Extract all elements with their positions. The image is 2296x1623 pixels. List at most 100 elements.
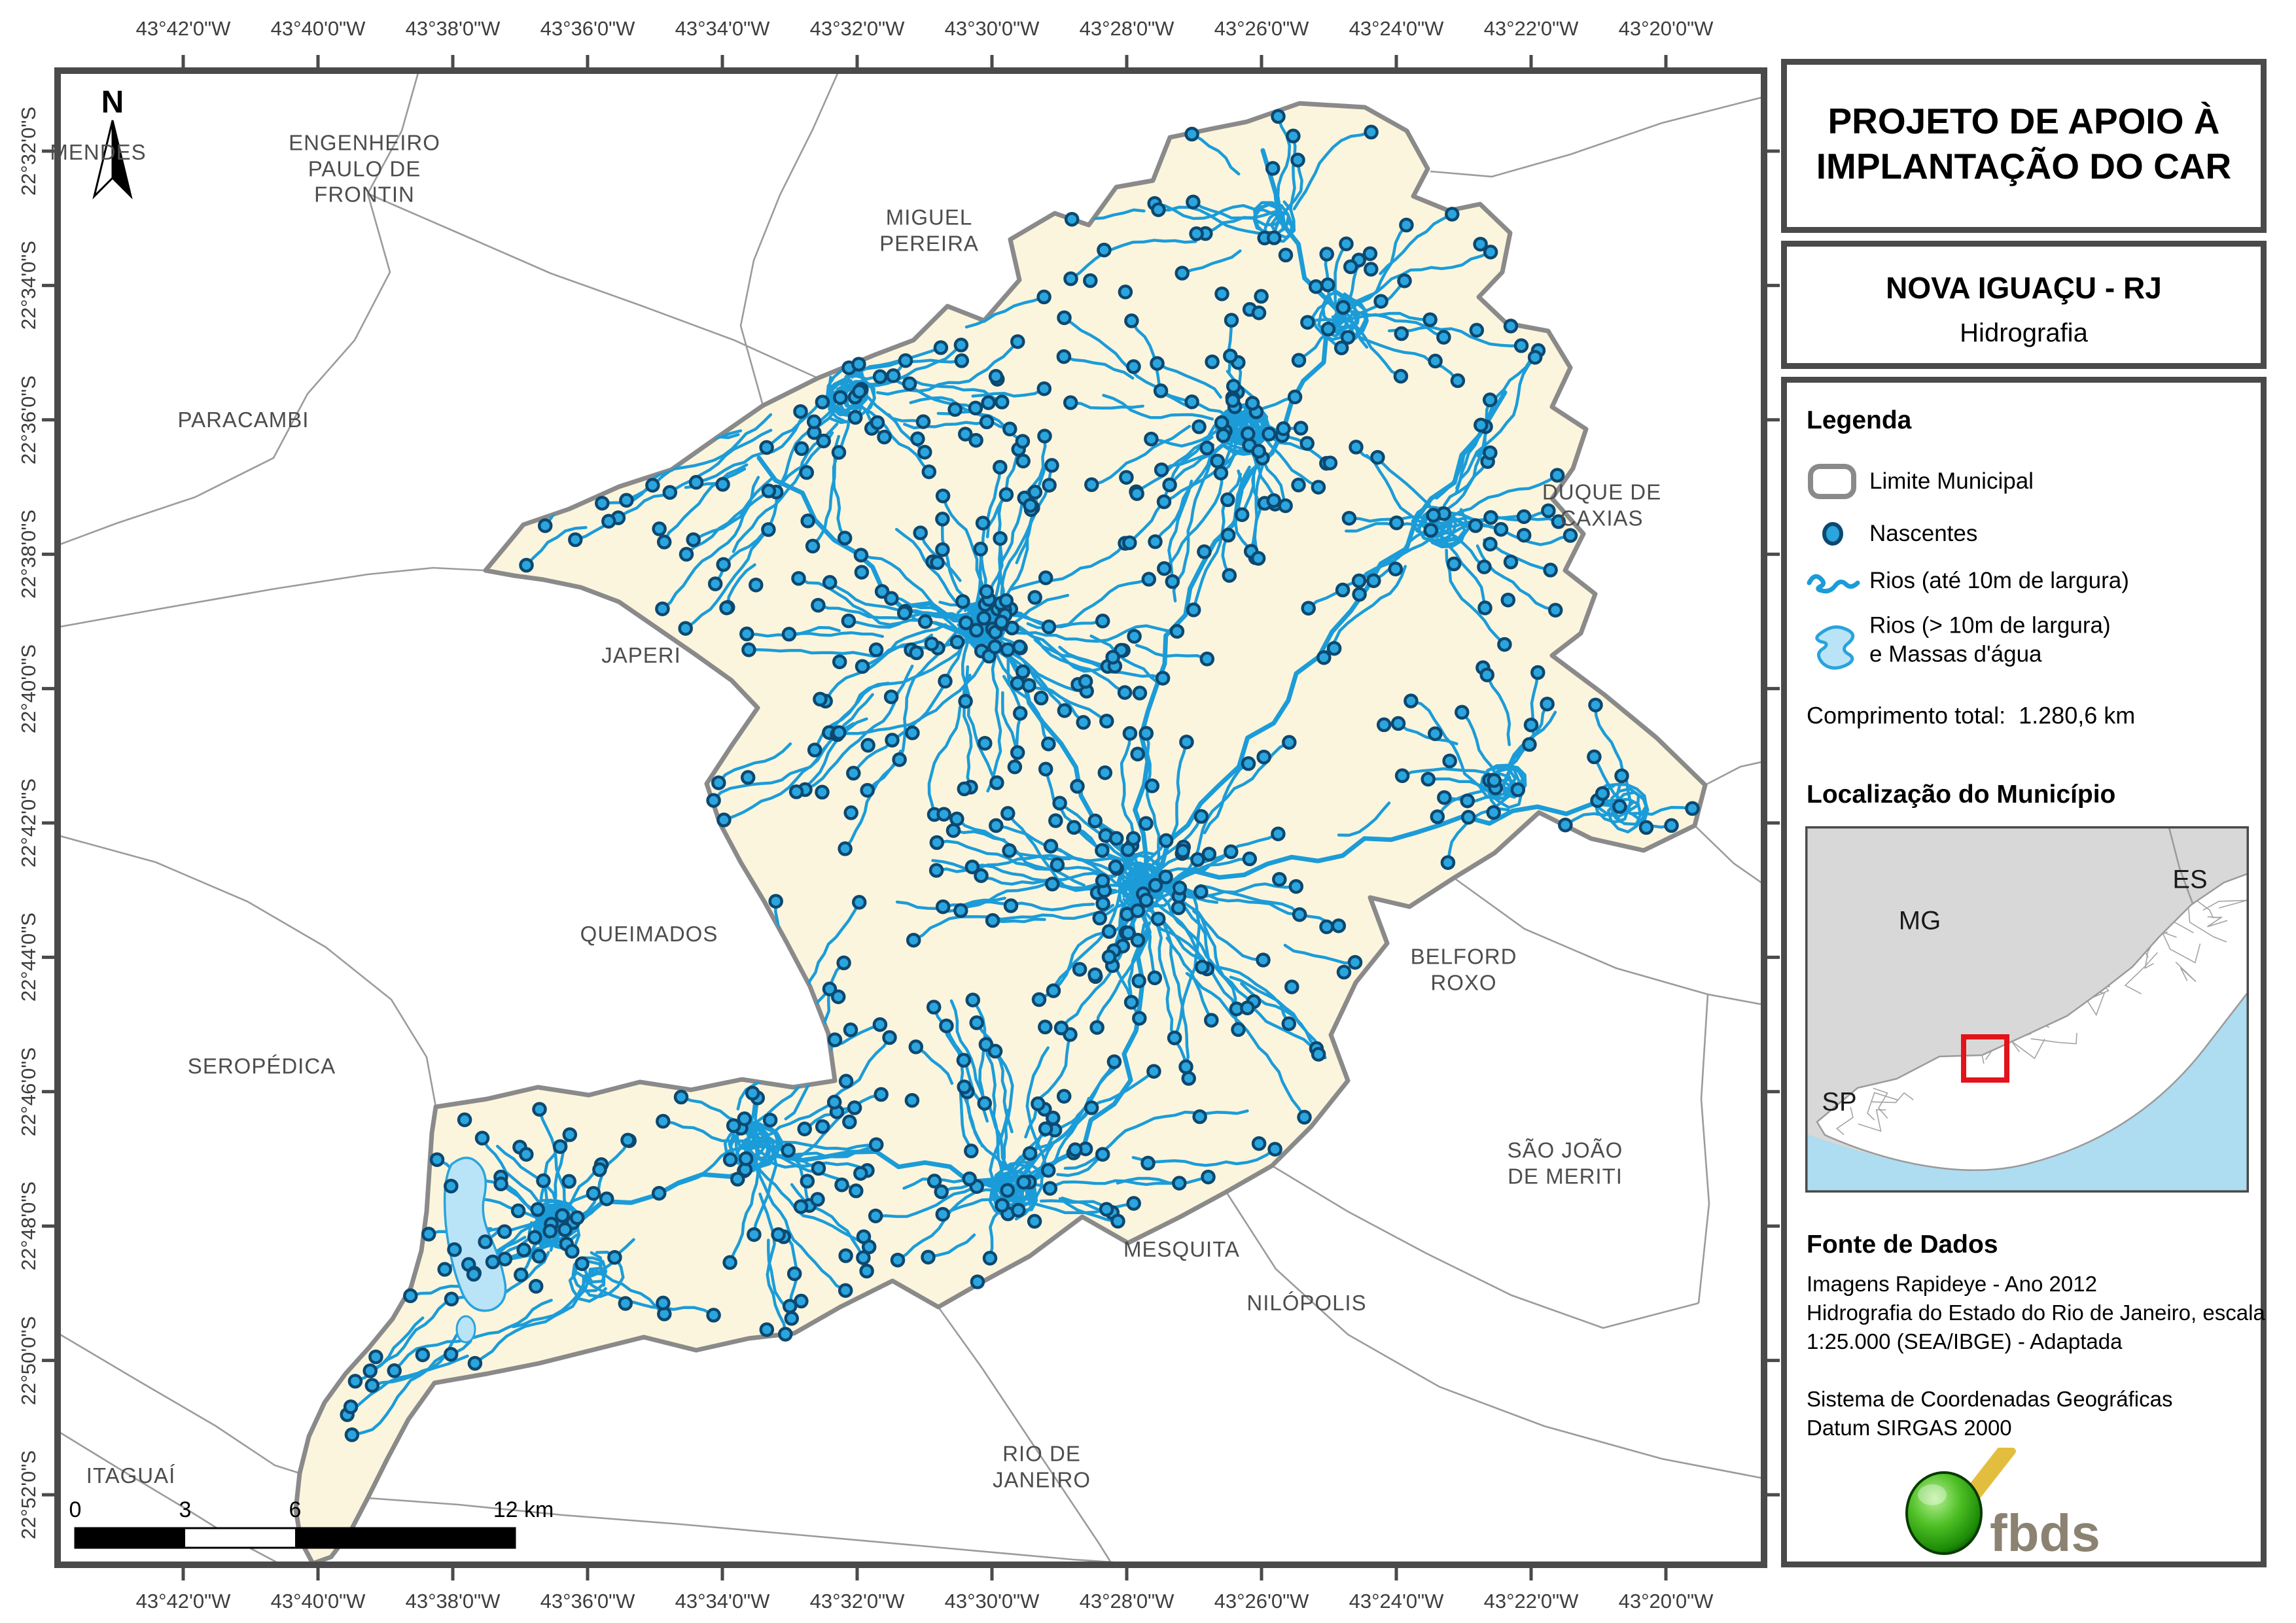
nascente-dot bbox=[1477, 601, 1492, 616]
nascente-dot bbox=[1479, 667, 1494, 682]
nascente-dot bbox=[739, 626, 754, 642]
nascente-dot bbox=[956, 1053, 972, 1068]
nascente-dot bbox=[619, 493, 634, 508]
nascente-dot bbox=[1099, 714, 1114, 729]
nascente-dot bbox=[686, 532, 701, 548]
river-line bbox=[1024, 1033, 1072, 1139]
nascente-dot bbox=[569, 1210, 585, 1225]
nascente-dot bbox=[1349, 440, 1364, 455]
nascente-dot bbox=[969, 1015, 984, 1030]
nascente-dot bbox=[988, 369, 1004, 384]
nascente-dot bbox=[838, 1283, 853, 1298]
nascente-dot bbox=[537, 518, 553, 533]
nascente-dot bbox=[908, 1039, 924, 1055]
nascente-dot bbox=[1119, 470, 1134, 485]
nascente-dot bbox=[1148, 534, 1163, 550]
nascente-dot bbox=[1027, 1213, 1042, 1229]
axis-label: 43°30'0"W bbox=[944, 1590, 1040, 1613]
nascente-dot bbox=[1251, 1136, 1267, 1151]
nascente-dot bbox=[1242, 851, 1258, 867]
nascente-dot bbox=[1012, 639, 1027, 654]
river-line bbox=[1137, 878, 1190, 1080]
nascente-dot bbox=[1241, 426, 1256, 442]
nascente-dot bbox=[1057, 310, 1072, 325]
river-line bbox=[1140, 731, 1161, 894]
nascente-dot bbox=[1326, 640, 1342, 656]
nascente-dot bbox=[1095, 1147, 1110, 1162]
boundary-line bbox=[1697, 994, 1710, 1304]
nascente-dot bbox=[994, 614, 1009, 630]
nascente-dot bbox=[836, 955, 851, 971]
nascente-dot bbox=[655, 601, 670, 616]
source-lines: Imagens Rapideye - Ano 2012 Hidrografia d… bbox=[1807, 1270, 2265, 1442]
river-line bbox=[584, 1278, 715, 1317]
nascente-dot bbox=[1558, 817, 1573, 833]
nascente-dot bbox=[1154, 462, 1169, 478]
river-line bbox=[1156, 362, 1222, 399]
nascente-dot bbox=[1440, 855, 1456, 870]
river-line bbox=[887, 413, 927, 454]
legend-item-label: Rios (até 10m de largura) bbox=[1869, 568, 2129, 594]
river-line bbox=[951, 829, 1006, 842]
legend-item-nascentes: Nascentes bbox=[1807, 511, 2225, 557]
nascente-dot bbox=[1614, 768, 1629, 784]
nascente-dot bbox=[1122, 725, 1138, 741]
nascente-dot bbox=[1031, 992, 1047, 1007]
nascente-dot bbox=[1195, 960, 1210, 975]
nascente-dot bbox=[1095, 873, 1110, 888]
nascente-dot bbox=[466, 1266, 482, 1282]
boundary-line bbox=[1694, 825, 1761, 884]
nascente-dot bbox=[959, 615, 974, 631]
river-line bbox=[934, 855, 1072, 873]
nascente-dot bbox=[1186, 194, 1201, 210]
municipality-label: MENDES bbox=[50, 140, 147, 165]
nascente-dot bbox=[807, 742, 822, 758]
nascente-dot bbox=[1220, 492, 1235, 508]
nascente-dot bbox=[882, 1030, 897, 1045]
logo-green-sphere bbox=[1905, 1471, 1983, 1555]
nascente-dot bbox=[805, 538, 821, 554]
nascente-dot bbox=[1241, 756, 1256, 771]
nascente-dot bbox=[1117, 685, 1133, 700]
river-line bbox=[694, 411, 808, 484]
nascente-dot bbox=[1287, 389, 1303, 405]
river-line bbox=[1154, 443, 1215, 544]
nascente-dot bbox=[1045, 877, 1060, 892]
river-line bbox=[1127, 921, 1152, 1004]
nascente-dot bbox=[838, 841, 853, 856]
nascente-dot bbox=[1460, 810, 1476, 825]
nascente-dot bbox=[759, 1322, 775, 1337]
nascente-dot bbox=[928, 863, 944, 878]
nascente-dot bbox=[347, 1374, 363, 1389]
nascente-dot bbox=[843, 1022, 858, 1038]
nascente-dot bbox=[1223, 348, 1238, 364]
nascente-dot bbox=[497, 1251, 513, 1266]
nascente-dot bbox=[601, 514, 616, 529]
nascente-dot bbox=[1428, 353, 1443, 369]
river-line bbox=[1227, 319, 1233, 374]
nascente-dot bbox=[826, 1094, 842, 1110]
river-line bbox=[684, 477, 773, 556]
nascente-dot bbox=[987, 1043, 1003, 1059]
nascente-dot bbox=[1516, 509, 1532, 525]
river-line bbox=[345, 1354, 469, 1416]
nascente-dot bbox=[1664, 818, 1679, 833]
nascente-dot bbox=[1193, 884, 1209, 899]
nascente-dot bbox=[781, 627, 797, 642]
river-line bbox=[790, 1183, 865, 1259]
axis-label: 43°42'0"W bbox=[135, 17, 231, 40]
nascente-dot bbox=[1036, 289, 1051, 305]
nascente-dot bbox=[962, 1171, 977, 1187]
nascente-dot bbox=[1156, 494, 1172, 510]
river-line bbox=[726, 563, 756, 609]
frame-ticks bbox=[42, 55, 1780, 1580]
fbds-logo: fbds bbox=[1898, 1441, 2134, 1565]
nascente-dot bbox=[771, 1227, 786, 1242]
river-line bbox=[1192, 909, 1320, 1056]
nascente-dot bbox=[970, 1274, 985, 1289]
fbds-logo-graphic: fbds bbox=[1905, 1441, 2100, 1562]
nascente-dot bbox=[457, 1112, 472, 1128]
river-line bbox=[1241, 417, 1264, 560]
nascente-dot bbox=[1043, 839, 1059, 854]
nascente-dot bbox=[530, 1202, 545, 1217]
